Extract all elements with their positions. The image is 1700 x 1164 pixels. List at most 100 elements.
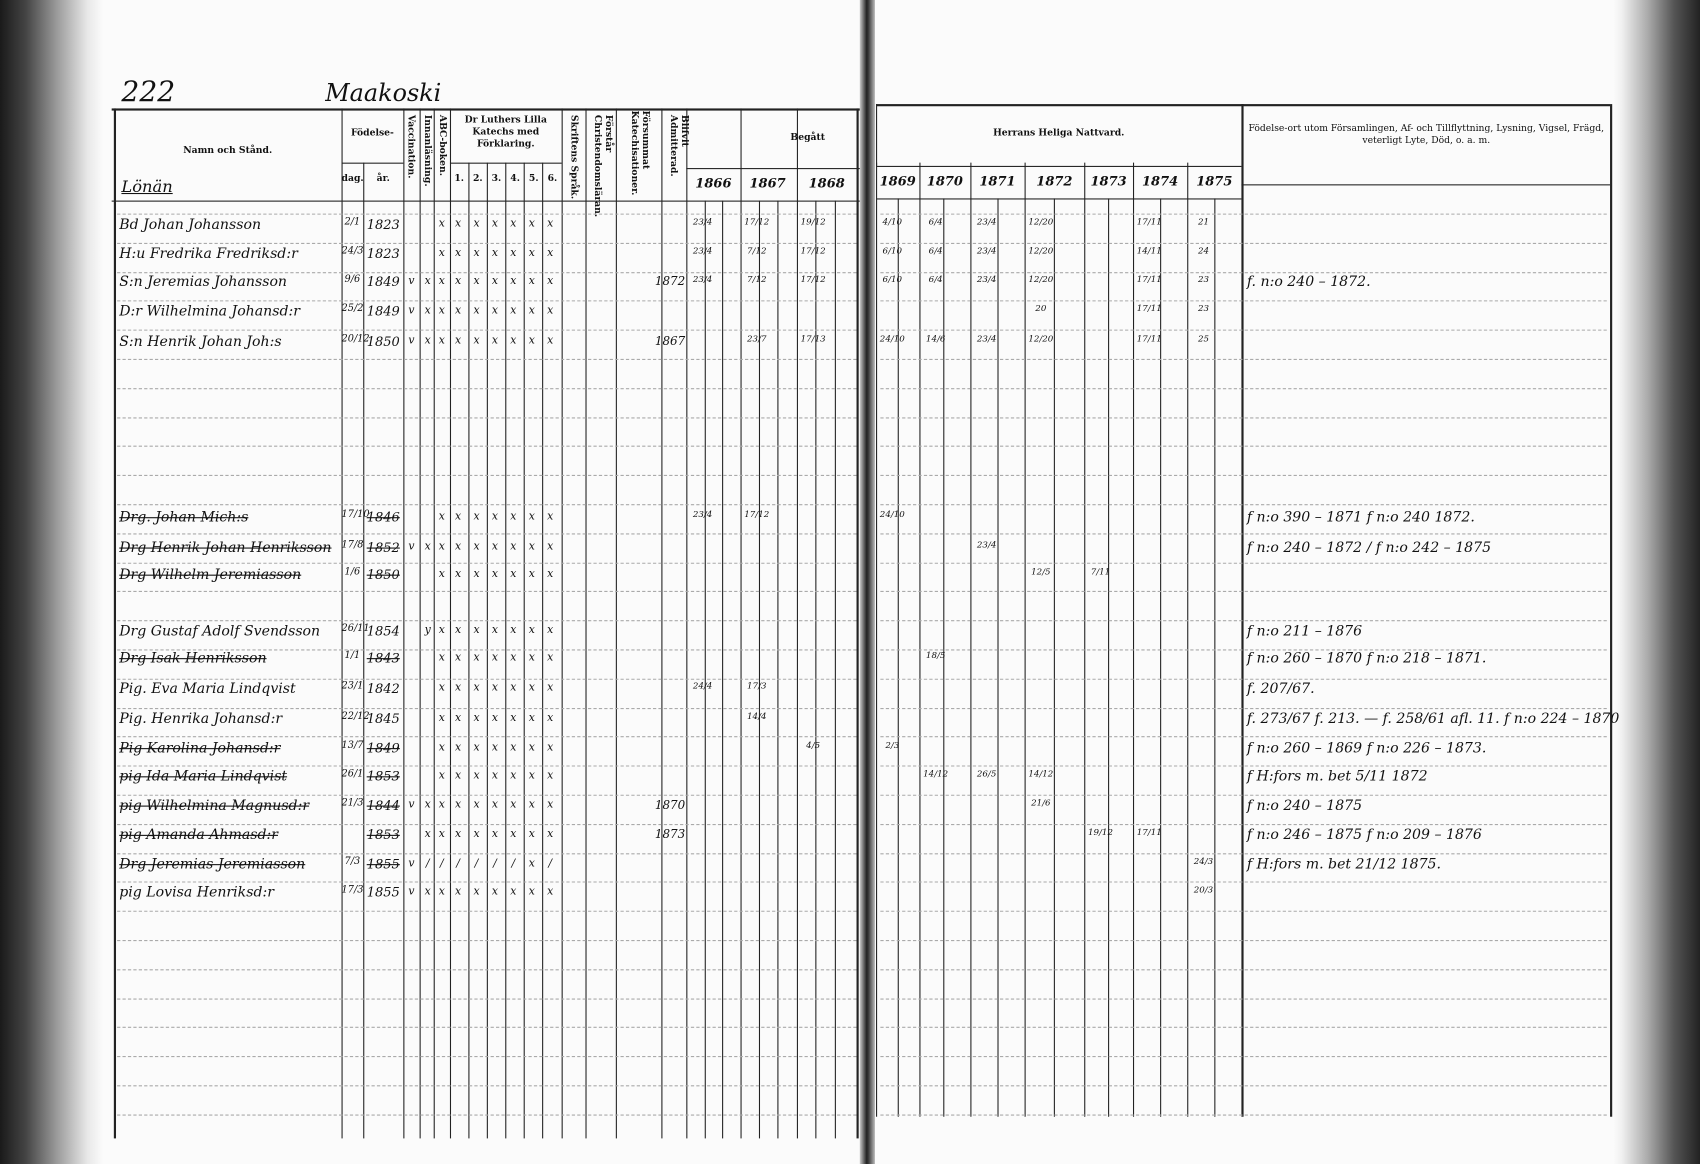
communion-mark: 12/20 <box>1028 333 1054 344</box>
ruled-line <box>117 242 857 244</box>
ruled-line <box>117 620 857 622</box>
ruled-line <box>880 1056 1607 1058</box>
knowledge-mark: x <box>455 712 462 725</box>
ruled-line <box>880 765 1607 767</box>
knowledge-mark: x <box>491 335 498 347</box>
communion-mark: 17/11 <box>1136 333 1162 344</box>
birth-year: 1843 <box>366 650 400 666</box>
column-subline <box>704 200 706 1139</box>
ruled-line <box>117 416 857 419</box>
person-name: Pig. Eva Maria Lindqvist <box>119 680 296 698</box>
knowledge-mark: x <box>438 712 445 725</box>
ruled-line <box>117 1027 857 1029</box>
person-name: Drg. Johan Mich:s <box>119 509 249 526</box>
birth-year: 1823 <box>366 216 400 233</box>
header-birth-day: dag. <box>341 173 364 185</box>
ruled-line <box>880 707 1607 709</box>
knowledge-mark: x <box>491 769 498 782</box>
knowledge-mark: x <box>473 541 480 553</box>
knowledge-mark: x <box>491 510 498 523</box>
birth-year: 1823 <box>366 246 400 262</box>
person-name: pig Ida Maria Lindqvist <box>119 768 288 785</box>
ruled-line <box>880 591 1607 593</box>
knowledge-mark: x <box>424 335 431 347</box>
ruled-line <box>117 940 857 942</box>
column-line <box>523 162 525 1139</box>
ruled-line <box>880 678 1607 680</box>
knowledge-mark: x <box>510 651 517 664</box>
knowledge-mark: x <box>455 769 462 782</box>
knowledge-mark: x <box>547 624 554 637</box>
ruled-line <box>117 446 857 448</box>
birth-day: 23/1 <box>341 680 364 692</box>
knowledge-mark: x <box>455 275 462 288</box>
knowledge-mark: x <box>473 651 480 664</box>
ruled-line <box>117 649 857 651</box>
communion-mark: 21 <box>1197 216 1209 227</box>
knowledge-mark: x <box>491 885 498 898</box>
column-line <box>970 162 972 1117</box>
knowledge-mark: v <box>408 275 415 288</box>
ruled-line <box>117 678 857 680</box>
knowledge-mark: x <box>547 651 554 664</box>
knowledge-mark: x <box>455 799 462 811</box>
knowledge-mark: x <box>424 275 431 288</box>
knowledge-mark: x <box>510 741 517 754</box>
header-catechism-part: 2. <box>472 173 483 185</box>
knowledge-mark: x <box>455 217 462 230</box>
birth-year: 1846 <box>366 509 400 525</box>
knowledge-mark: x <box>438 885 445 898</box>
knowledge-mark: x <box>438 799 445 811</box>
knowledge-mark: x <box>491 712 498 725</box>
ruled-line <box>117 562 857 564</box>
ruled-line <box>117 823 857 825</box>
knowledge-mark: x <box>528 624 535 637</box>
communion-mark: 12/5 <box>1031 567 1051 577</box>
ruled-line <box>880 969 1607 971</box>
communion-mark: 23/7 <box>747 333 767 344</box>
knowledge-mark: v <box>408 799 415 811</box>
column-subline <box>1214 198 1216 1117</box>
knowledge-mark: x <box>473 217 480 230</box>
communion-mark: 23/4 <box>976 216 997 227</box>
communion-mark: 17/12 <box>744 216 770 227</box>
remark: f n:o 240 – 1875 <box>1246 797 1363 815</box>
knowledge-mark: x <box>491 741 498 754</box>
ruled-line <box>117 329 857 331</box>
column-line <box>856 108 859 1139</box>
birth-day: 17/10 <box>341 509 370 521</box>
ruled-line <box>117 387 857 390</box>
communion-mark: 25 <box>1197 333 1209 344</box>
header-bottom-left <box>111 200 860 202</box>
year-header: 1873 <box>1090 173 1127 189</box>
header-remarks: Födelse-ort utom Församlingen, Af- och T… <box>1248 123 1605 147</box>
communion-mark: 6/4 <box>928 216 943 227</box>
knowledge-mark: x <box>547 769 554 782</box>
ruled-line <box>117 852 857 854</box>
column-line <box>686 108 688 1139</box>
communion-mark: 23/4 <box>692 509 713 520</box>
ruled-line <box>117 969 857 971</box>
knowledge-mark: x <box>438 769 445 782</box>
column-line <box>341 108 343 1139</box>
remark: f n:o 260 – 1869 f n:o 226 – 1873. <box>1246 740 1487 757</box>
column-line <box>419 108 421 1139</box>
knowledge-mark: x <box>455 335 462 347</box>
year-header: 1871 <box>979 173 1016 189</box>
knowledge-mark: x <box>438 304 445 317</box>
ruled-line <box>880 649 1607 651</box>
column-subline <box>777 200 779 1139</box>
knowledge-mark: x <box>455 568 462 581</box>
ruled-line <box>117 910 857 913</box>
communion-mark: 14/6 <box>925 333 946 344</box>
knowledge-mark: x <box>528 335 535 347</box>
communion-mark: 6/10 <box>882 274 903 285</box>
knowledge-mark: x <box>528 799 535 811</box>
knowledge-mark: x <box>473 247 480 260</box>
birth-day: 21/3 <box>341 797 364 809</box>
knowledge-mark: v <box>408 335 415 347</box>
birth-day: 26/11 <box>341 623 370 635</box>
ruled-line <box>117 1085 857 1087</box>
header-christianity: Förstår Christendomsläran. <box>591 114 614 218</box>
year-header: 1874 <box>1141 173 1179 189</box>
